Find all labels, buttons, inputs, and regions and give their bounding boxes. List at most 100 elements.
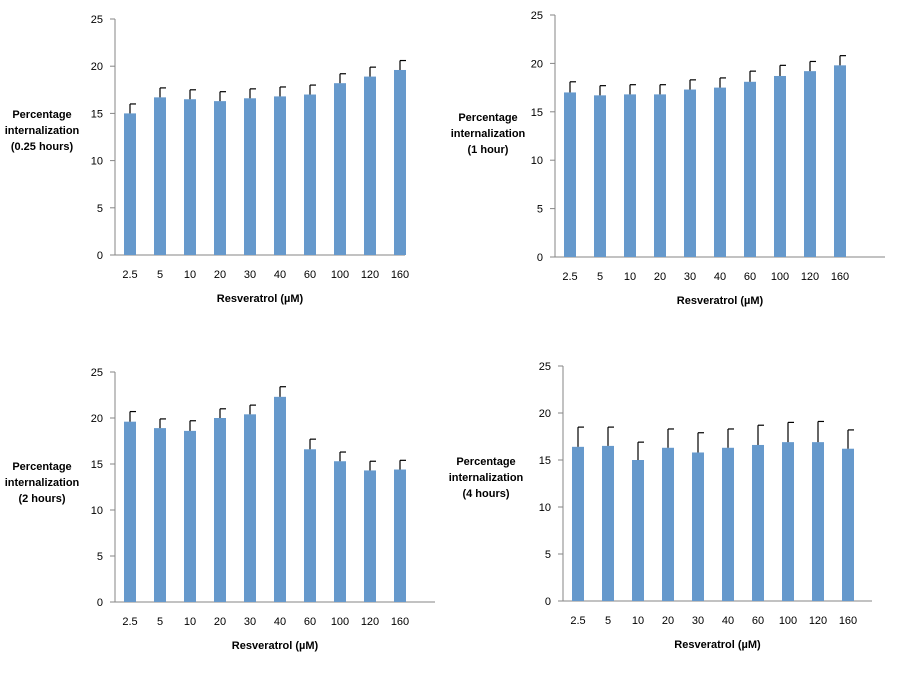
bar-100 xyxy=(334,461,346,602)
bar-20 xyxy=(662,447,674,601)
x-tick-label: 120 xyxy=(801,271,819,283)
y-tick-label: 25 xyxy=(531,10,543,22)
y-tick-label: 20 xyxy=(531,58,543,70)
x-tick-label: 160 xyxy=(839,615,857,627)
x-tick-label: 10 xyxy=(184,269,196,281)
y-axis-label-line: (2 hours) xyxy=(18,493,65,505)
bar-120 xyxy=(812,442,824,601)
bar-160 xyxy=(394,469,406,602)
bar-5 xyxy=(594,95,606,258)
bar-100 xyxy=(774,75,786,257)
x-tick-label: 60 xyxy=(304,616,316,628)
bar-30 xyxy=(244,414,256,602)
bar-20 xyxy=(654,94,666,257)
x-tick-label: 120 xyxy=(809,615,827,627)
bar-2.5 xyxy=(572,446,584,601)
y-tick-label: 10 xyxy=(91,505,103,517)
y-tick-label: 5 xyxy=(97,203,103,215)
bar-2.5 xyxy=(124,113,136,256)
y-tick-label: 10 xyxy=(91,156,103,168)
x-tick-label: 60 xyxy=(744,271,756,283)
y-axis-label-line: Percentage xyxy=(12,109,71,121)
x-tick-label: 160 xyxy=(391,269,409,281)
x-tick-label: 20 xyxy=(214,616,226,628)
x-tick-label: 100 xyxy=(771,271,789,283)
bar-160 xyxy=(842,448,854,601)
x-tick-label: 160 xyxy=(391,616,409,628)
chart-panel-2: 0 5 10 15 20 25 2.5 5 10 20 30 40 60 100 120 160 Resvera… xyxy=(451,10,885,307)
x-axis-label: Resveratrol (µM) xyxy=(674,639,761,651)
x-tick-label: 40 xyxy=(714,271,726,283)
y-axis-label-line: (4 hours) xyxy=(462,488,509,500)
y-tick-label: 5 xyxy=(537,204,543,216)
x-tick-label: 40 xyxy=(722,615,734,627)
x-tick-label: 100 xyxy=(779,615,797,627)
x-tick-label: 40 xyxy=(274,616,286,628)
y-axis-label-line: internalization xyxy=(5,477,80,489)
bar-60 xyxy=(752,444,764,601)
y-axis-label-line: Percentage xyxy=(458,112,517,124)
x-tick-label: 5 xyxy=(157,616,163,628)
y-tick-label: 15 xyxy=(539,455,551,467)
y-tick-label: 20 xyxy=(91,413,103,425)
y-tick-label: 0 xyxy=(97,250,103,262)
y-tick-label: 5 xyxy=(97,551,103,563)
x-tick-label: 20 xyxy=(654,271,666,283)
x-tick-label: 160 xyxy=(831,271,849,283)
x-tick-label: 100 xyxy=(331,616,349,628)
x-tick-label: 30 xyxy=(684,271,696,283)
bar-5 xyxy=(154,97,166,256)
x-axis-label: Resveratrol (µM) xyxy=(677,295,764,307)
x-tick-label: 10 xyxy=(632,615,644,627)
y-tick-label: 20 xyxy=(91,61,103,73)
x-tick-label: 10 xyxy=(624,271,636,283)
y-tick-label: 10 xyxy=(539,502,551,514)
y-axis-label-line: internalization xyxy=(449,472,524,484)
bar-2.5 xyxy=(564,92,576,257)
y-tick-label: 20 xyxy=(539,408,551,420)
y-axis-label-line: Percentage xyxy=(12,461,71,473)
y-axis-label-line: (1 hour) xyxy=(468,144,509,156)
y-tick-label: 0 xyxy=(537,252,543,264)
chart-panel-4: 0 5 10 15 20 25 2.5 5 10 20 30 40 60 100 120 160 Resvera… xyxy=(449,361,872,651)
bar-10 xyxy=(184,99,196,256)
x-tick-label: 60 xyxy=(752,615,764,627)
bar-60 xyxy=(304,449,316,602)
chart-panel-1: 0 5 10 15 20 25 2.5 5 10 20 30 40 60 100 120 160 Resvera… xyxy=(5,14,409,305)
bar-40 xyxy=(274,396,286,602)
y-tick-label: 5 xyxy=(545,549,551,561)
x-axis-label: Resveratrol (µM) xyxy=(232,640,319,652)
bar-10 xyxy=(184,430,196,602)
x-tick-label: 30 xyxy=(244,616,256,628)
x-tick-label: 5 xyxy=(605,615,611,627)
x-tick-label: 2.5 xyxy=(562,271,577,283)
x-tick-label: 2.5 xyxy=(122,616,137,628)
y-tick-label: 15 xyxy=(531,107,543,119)
bar-40 xyxy=(274,96,286,256)
bar-120 xyxy=(364,470,376,602)
bar-5 xyxy=(154,428,166,602)
y-axis-label-line: internalization xyxy=(5,125,80,137)
x-tick-label: 20 xyxy=(662,615,674,627)
x-tick-label: 120 xyxy=(361,269,379,281)
bar-160 xyxy=(834,65,846,257)
y-tick-label: 25 xyxy=(539,361,551,373)
bar-30 xyxy=(692,452,704,601)
x-tick-label: 100 xyxy=(331,269,349,281)
y-tick-label: 10 xyxy=(531,155,543,167)
y-axis-label-line: Percentage xyxy=(456,456,515,468)
bar-160 xyxy=(394,69,406,255)
x-tick-label: 2.5 xyxy=(570,615,585,627)
x-tick-label: 10 xyxy=(184,616,196,628)
x-tick-label: 20 xyxy=(214,269,226,281)
x-tick-label: 5 xyxy=(597,271,603,283)
bar-5 xyxy=(602,445,614,601)
chart-panel-3: 0 5 10 15 20 25 2.5 5 10 20 30 40 60 100 120 160 Resvera… xyxy=(5,367,435,652)
bar-60 xyxy=(304,94,316,256)
bar-2.5 xyxy=(124,421,136,602)
bar-30 xyxy=(244,98,256,256)
y-tick-label: 15 xyxy=(91,108,103,120)
x-tick-label: 40 xyxy=(274,269,286,281)
bar-30 xyxy=(684,89,696,257)
